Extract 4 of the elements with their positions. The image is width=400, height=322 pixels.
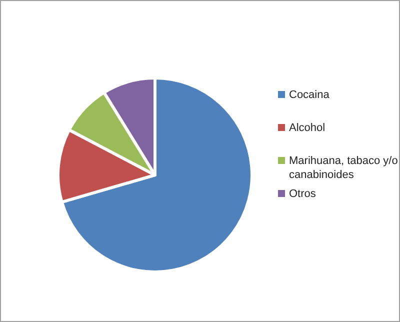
legend-label: Alcohol [289,122,326,134]
legend-label: Cocaina [289,89,330,101]
legend-label: Marihuana, tabaco y/o canabinoides [289,155,398,181]
legend-label: Otros [289,188,316,200]
